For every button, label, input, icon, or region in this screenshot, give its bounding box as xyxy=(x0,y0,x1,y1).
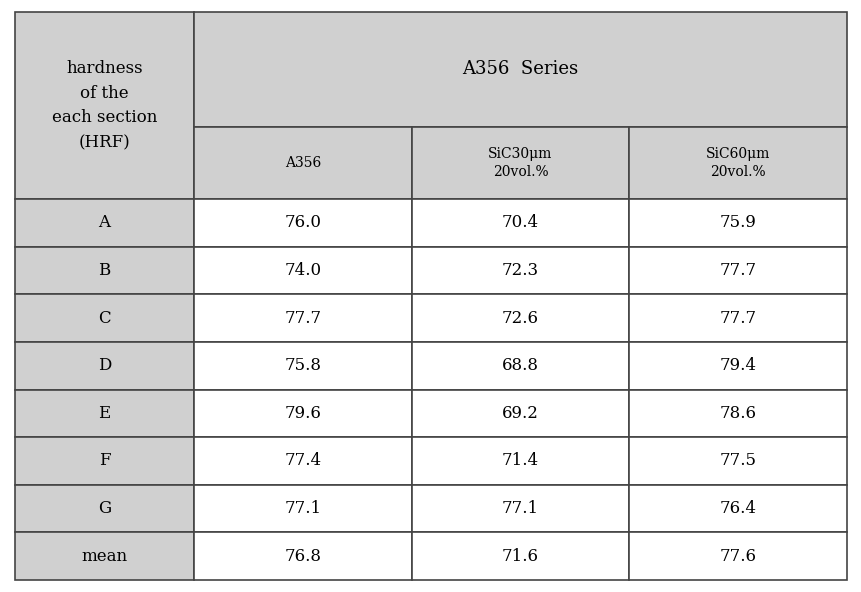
Text: D: D xyxy=(97,357,111,374)
Text: G: G xyxy=(98,500,111,517)
Text: SiC60μm
20vol.%: SiC60μm 20vol.% xyxy=(705,147,770,179)
Text: A: A xyxy=(98,214,110,231)
Text: 77.5: 77.5 xyxy=(719,452,756,469)
Bar xyxy=(411,127,629,199)
Bar xyxy=(15,294,194,342)
Text: F: F xyxy=(98,452,110,469)
Text: 72.6: 72.6 xyxy=(501,310,538,327)
Bar xyxy=(15,390,194,437)
Text: 77.7: 77.7 xyxy=(284,310,321,327)
Text: 71.4: 71.4 xyxy=(501,452,538,469)
Bar xyxy=(411,437,629,485)
Bar xyxy=(629,390,846,437)
Text: 76.0: 76.0 xyxy=(284,214,321,231)
Bar xyxy=(15,532,194,580)
Text: 77.1: 77.1 xyxy=(284,500,321,517)
Bar xyxy=(194,437,411,485)
Text: 68.8: 68.8 xyxy=(501,357,538,374)
Bar xyxy=(194,199,411,247)
Text: mean: mean xyxy=(81,548,127,565)
Bar xyxy=(194,485,411,532)
Bar xyxy=(194,127,411,199)
Text: SiC30μm
20vol.%: SiC30μm 20vol.% xyxy=(487,147,552,179)
Text: 79.4: 79.4 xyxy=(719,357,756,374)
Bar xyxy=(411,532,629,580)
Text: 75.8: 75.8 xyxy=(284,357,321,374)
Text: 69.2: 69.2 xyxy=(501,405,538,422)
Bar xyxy=(411,199,629,247)
Bar xyxy=(194,532,411,580)
Bar xyxy=(15,485,194,532)
Bar xyxy=(629,485,846,532)
Bar xyxy=(194,294,411,342)
Text: 77.6: 77.6 xyxy=(719,548,756,565)
Bar xyxy=(15,437,194,485)
Bar xyxy=(411,390,629,437)
Text: C: C xyxy=(98,310,110,327)
Text: 77.4: 77.4 xyxy=(284,452,321,469)
Text: E: E xyxy=(98,405,110,422)
Bar xyxy=(194,12,846,127)
Bar xyxy=(629,247,846,294)
Text: 77.7: 77.7 xyxy=(719,262,756,279)
Text: 72.3: 72.3 xyxy=(501,262,538,279)
Bar xyxy=(629,294,846,342)
Bar xyxy=(15,12,194,199)
Bar xyxy=(411,294,629,342)
Bar xyxy=(15,199,194,247)
Bar xyxy=(629,342,846,390)
Text: 79.6: 79.6 xyxy=(284,405,321,422)
Text: B: B xyxy=(98,262,110,279)
Bar xyxy=(629,199,846,247)
Bar xyxy=(194,342,411,390)
Bar xyxy=(629,127,846,199)
Text: 74.0: 74.0 xyxy=(284,262,321,279)
Text: 70.4: 70.4 xyxy=(501,214,538,231)
Bar xyxy=(15,342,194,390)
Bar xyxy=(629,532,846,580)
Text: 77.1: 77.1 xyxy=(501,500,538,517)
Bar xyxy=(411,485,629,532)
Bar xyxy=(15,247,194,294)
Bar xyxy=(411,342,629,390)
Bar xyxy=(411,247,629,294)
Text: A356: A356 xyxy=(284,156,320,170)
Bar xyxy=(194,390,411,437)
Text: 75.9: 75.9 xyxy=(719,214,756,231)
Text: 78.6: 78.6 xyxy=(719,405,756,422)
Text: 76.4: 76.4 xyxy=(719,500,756,517)
Text: hardness
of the
each section
(HRF): hardness of the each section (HRF) xyxy=(52,60,157,151)
Text: 71.6: 71.6 xyxy=(501,548,538,565)
Text: A356  Series: A356 Series xyxy=(461,60,578,79)
Bar xyxy=(629,437,846,485)
Bar xyxy=(194,247,411,294)
Text: 77.7: 77.7 xyxy=(719,310,756,327)
Text: 76.8: 76.8 xyxy=(284,548,321,565)
